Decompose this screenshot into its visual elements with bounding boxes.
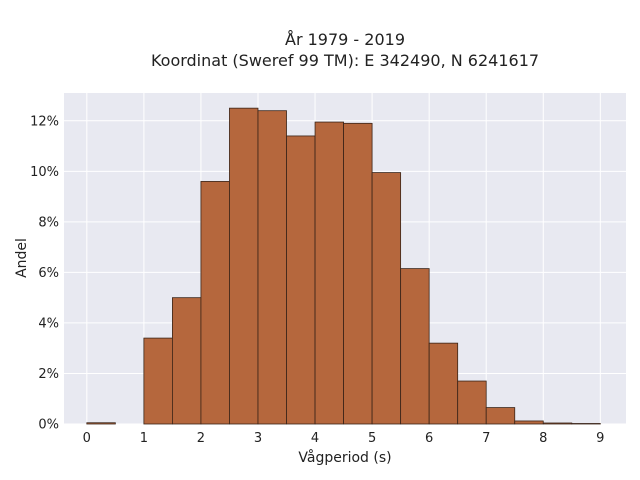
histogram-bar bbox=[257, 110, 287, 425]
histogram-bar bbox=[314, 121, 344, 425]
x-tick-label: 9 bbox=[596, 431, 604, 446]
x-tick-label: 4 bbox=[311, 431, 319, 446]
y-tick-label: 12% bbox=[30, 114, 59, 129]
histogram-bar bbox=[571, 423, 601, 425]
histogram-bar bbox=[514, 420, 544, 425]
histogram-bar bbox=[286, 135, 316, 425]
y-axis-ticks: 0% 2% 4% 6% 8% 10% 12% bbox=[30, 114, 59, 432]
x-axis-ticks: 0 1 2 3 4 5 6 7 8 9 bbox=[83, 431, 605, 446]
x-tick-label: 7 bbox=[482, 431, 490, 446]
y-tick-label: 2% bbox=[38, 367, 59, 382]
histogram-bar bbox=[542, 422, 573, 425]
x-tick-label: 5 bbox=[368, 431, 376, 446]
x-tick-label: 1 bbox=[140, 431, 148, 446]
histogram-bar bbox=[485, 407, 516, 425]
x-tick-label: 8 bbox=[539, 431, 547, 446]
histogram-bar bbox=[143, 337, 173, 425]
histogram-bar bbox=[400, 268, 430, 425]
histogram-bar bbox=[371, 172, 402, 425]
y-tick-label: 10% bbox=[30, 165, 59, 180]
x-axis-label: Vågperiod (s) bbox=[298, 449, 391, 466]
chart-title: År 1979 - 2019 bbox=[285, 30, 405, 49]
y-tick-label: 6% bbox=[38, 266, 59, 281]
histogram-bar bbox=[343, 122, 373, 425]
histogram-bar bbox=[428, 342, 459, 425]
x-tick-label: 2 bbox=[197, 431, 205, 446]
x-tick-label: 3 bbox=[254, 431, 262, 446]
y-tick-label: 0% bbox=[38, 418, 59, 433]
y-axis-label: Andel bbox=[14, 238, 30, 278]
bars bbox=[86, 107, 601, 425]
histogram-bar bbox=[200, 181, 230, 425]
chart-subtitle: Koordinat (Sweref 99 TM): E 342490, N 62… bbox=[151, 51, 539, 70]
x-tick-label: 0 bbox=[83, 431, 91, 446]
histogram-bar bbox=[229, 107, 259, 425]
histogram-bar bbox=[457, 380, 487, 425]
y-tick-label: 8% bbox=[38, 215, 59, 230]
histogram-bar bbox=[172, 297, 202, 425]
y-tick-label: 4% bbox=[38, 316, 59, 331]
histogram-bar bbox=[86, 422, 116, 425]
x-tick-label: 6 bbox=[425, 431, 433, 446]
